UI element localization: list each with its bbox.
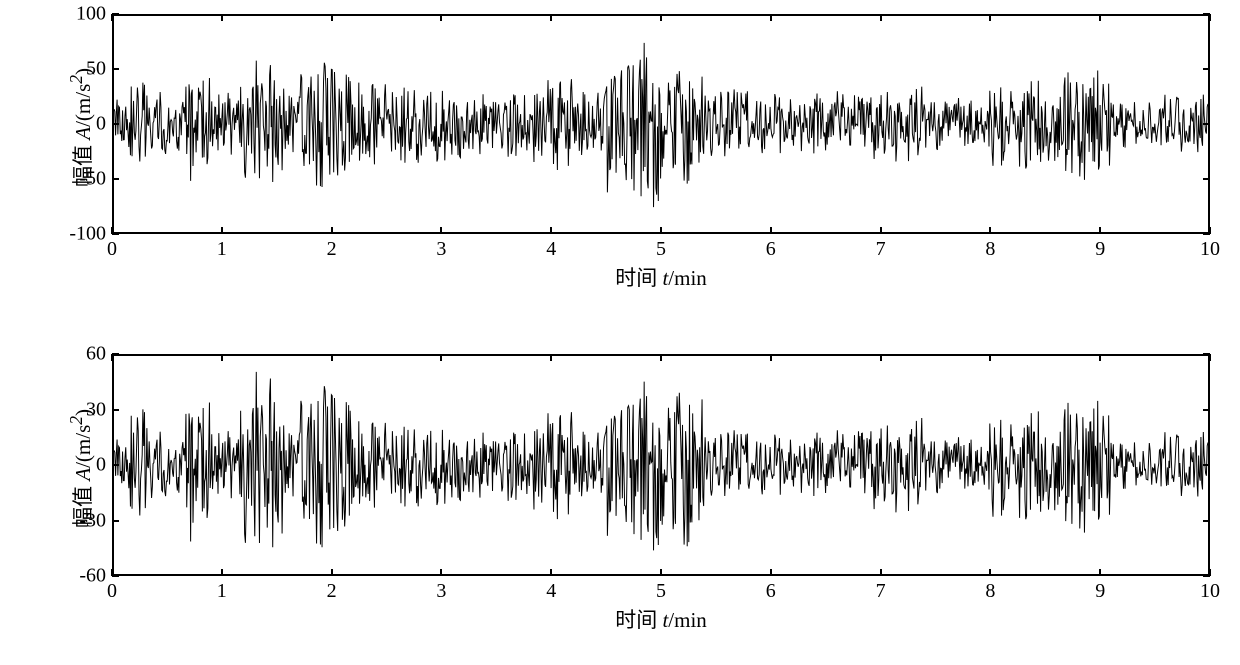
ytick-label: -100 xyxy=(62,223,106,246)
xtick xyxy=(221,354,223,361)
xtick-label: 4 xyxy=(546,580,556,603)
xtick xyxy=(660,227,662,234)
xtick xyxy=(1099,14,1101,21)
ytick xyxy=(112,178,119,180)
xtick xyxy=(1209,569,1211,576)
xtick xyxy=(111,227,113,234)
xtick-label: 7 xyxy=(876,238,886,261)
xtick xyxy=(880,227,882,234)
xtick-label: 7 xyxy=(876,580,886,603)
xtick-label: 9 xyxy=(1095,238,1105,261)
xtick-label: 9 xyxy=(1095,580,1105,603)
xtick-label: 0 xyxy=(107,238,117,261)
xtick xyxy=(331,354,333,361)
ytick xyxy=(112,575,119,577)
ytick xyxy=(112,233,119,235)
xtick-label: 6 xyxy=(766,580,776,603)
y-axis-label: 幅值 A/(m/s2) xyxy=(66,409,97,528)
ytick xyxy=(1203,68,1210,70)
ytick xyxy=(1203,520,1210,522)
waveform-bottom xyxy=(114,356,1208,574)
xtick xyxy=(550,354,552,361)
ytick xyxy=(1203,123,1210,125)
signal-trace xyxy=(114,43,1208,207)
xtick xyxy=(331,569,333,576)
xtick-label: 4 xyxy=(546,238,556,261)
xtick xyxy=(550,14,552,21)
xtick xyxy=(1099,569,1101,576)
ytick-label: 100 xyxy=(62,3,106,26)
xtick xyxy=(770,227,772,234)
ytick xyxy=(112,123,119,125)
xtick xyxy=(660,14,662,21)
ytick xyxy=(1203,409,1210,411)
xtick xyxy=(440,354,442,361)
xtick xyxy=(880,354,882,361)
xtick xyxy=(440,569,442,576)
ytick xyxy=(112,520,119,522)
xtick xyxy=(770,569,772,576)
xtick xyxy=(221,227,223,234)
xtick-label: 5 xyxy=(656,580,666,603)
xtick xyxy=(221,14,223,21)
xtick xyxy=(880,14,882,21)
xtick xyxy=(1209,227,1211,234)
xtick xyxy=(1099,354,1101,361)
xtick xyxy=(221,569,223,576)
xtick-label: 0 xyxy=(107,580,117,603)
ytick xyxy=(112,353,119,355)
plot-area-bottom xyxy=(112,354,1210,576)
waveform-top xyxy=(114,16,1208,232)
ytick xyxy=(112,409,119,411)
ytick-label: 60 xyxy=(62,343,106,366)
xtick xyxy=(550,227,552,234)
x-axis-label: 时间 t/min xyxy=(615,262,707,292)
xtick xyxy=(1209,354,1211,361)
xtick xyxy=(440,14,442,21)
ytick xyxy=(1203,464,1210,466)
ytick xyxy=(112,68,119,70)
xtick xyxy=(660,569,662,576)
xtick-label: 8 xyxy=(985,238,995,261)
xtick xyxy=(880,569,882,576)
xtick-label: 5 xyxy=(656,238,666,261)
xtick xyxy=(331,227,333,234)
xtick xyxy=(1209,14,1211,21)
xtick-label: 6 xyxy=(766,238,776,261)
xtick-label: 1 xyxy=(217,580,227,603)
xtick xyxy=(1099,227,1101,234)
ytick-label: -60 xyxy=(62,565,106,588)
ytick xyxy=(112,13,119,15)
xtick xyxy=(989,227,991,234)
xtick xyxy=(989,569,991,576)
xtick-label: 3 xyxy=(436,238,446,261)
xtick-label: 10 xyxy=(1200,580,1220,603)
xtick xyxy=(111,14,113,21)
xtick-label: 10 xyxy=(1200,238,1220,261)
xtick-label: 2 xyxy=(327,238,337,261)
xtick xyxy=(660,354,662,361)
xtick xyxy=(550,569,552,576)
xtick xyxy=(111,354,113,361)
xtick xyxy=(770,354,772,361)
xtick-label: 1 xyxy=(217,238,227,261)
xtick xyxy=(770,14,772,21)
ytick xyxy=(1203,178,1210,180)
xtick xyxy=(989,354,991,361)
y-axis-label: 幅值 A/(m/s2) xyxy=(66,68,97,187)
xtick-label: 8 xyxy=(985,580,995,603)
signal-trace xyxy=(114,372,1208,551)
plot-area-top xyxy=(112,14,1210,234)
xtick xyxy=(989,14,991,21)
ytick xyxy=(112,464,119,466)
xtick xyxy=(111,569,113,576)
xtick xyxy=(440,227,442,234)
xtick-label: 2 xyxy=(327,580,337,603)
xtick-label: 3 xyxy=(436,580,446,603)
xtick xyxy=(331,14,333,21)
x-axis-label: 时间 t/min xyxy=(615,604,707,634)
